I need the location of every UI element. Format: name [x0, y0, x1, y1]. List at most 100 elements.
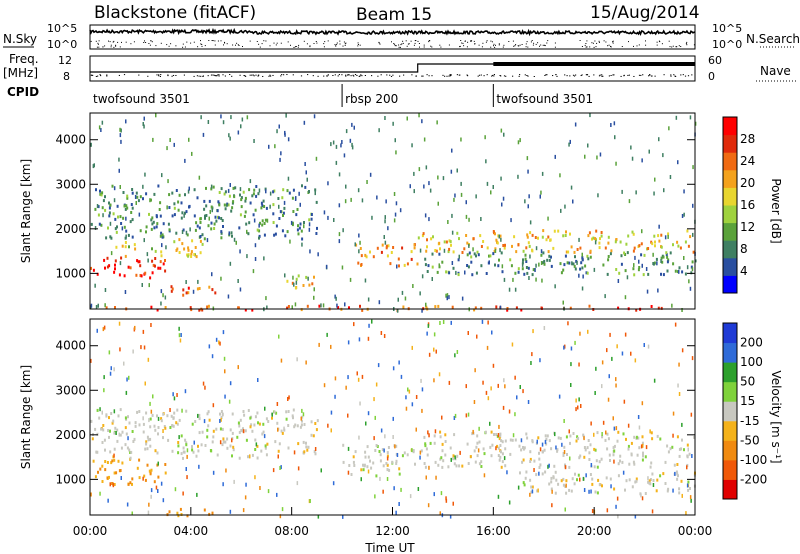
- echo-cell: [156, 308, 159, 312]
- echo-cell: [201, 430, 204, 434]
- echo-cell: [491, 330, 493, 335]
- echo-cell: [563, 445, 566, 449]
- echo-cell: [664, 460, 667, 464]
- echo-cell: [502, 244, 505, 247]
- echo-cell: [255, 442, 258, 447]
- nave-point: [573, 75, 576, 77]
- echo-cell: [171, 449, 174, 453]
- nsearch-point: [554, 46, 556, 48]
- nsearch-point: [495, 44, 496, 46]
- nave-point: [118, 74, 120, 76]
- nave-point: [252, 74, 254, 76]
- echo-cell: [465, 384, 467, 389]
- echo-cell: [160, 301, 162, 306]
- echo-cell: [686, 229, 689, 233]
- echo-cell: [107, 226, 109, 230]
- echo-cell: [185, 291, 188, 295]
- nsearch-point: [439, 44, 441, 46]
- nsearch-point: [168, 45, 170, 47]
- echo-cell: [281, 507, 284, 512]
- echo-cell: [249, 416, 252, 420]
- echo-cell: [648, 479, 651, 483]
- nsearch-point: [211, 40, 213, 41]
- nsearch-point: [596, 42, 598, 44]
- echo-cell: [338, 232, 341, 237]
- echo-cell: [683, 256, 685, 260]
- echo-cell: [287, 305, 290, 308]
- echo-cell: [529, 460, 532, 463]
- echo-cell: [138, 410, 141, 413]
- echo-cell: [110, 366, 112, 371]
- colorbar-tick-label: -200: [740, 472, 767, 486]
- echo-cell: [437, 463, 440, 467]
- echo-cell: [134, 421, 137, 425]
- echo-cell: [508, 500, 511, 505]
- echo-cell: [198, 175, 201, 180]
- echo-cell: [305, 441, 307, 445]
- echo-cell: [297, 232, 300, 236]
- nsearch-point: [145, 42, 147, 43]
- echo-cell: [253, 139, 255, 143]
- nave-point: [546, 74, 548, 76]
- echo-cell: [90, 419, 93, 423]
- echo-cell: [563, 345, 565, 350]
- echo-cell: [579, 246, 582, 250]
- echo-cell: [469, 455, 472, 459]
- echo-cell: [135, 191, 138, 195]
- nave-point: [399, 75, 401, 77]
- echo-cell: [180, 216, 183, 220]
- echo-cell: [276, 492, 278, 497]
- echo-cell: [397, 257, 400, 261]
- echo-cell: [599, 152, 602, 157]
- echo-cell: [662, 255, 665, 259]
- echo-cell: [662, 273, 665, 277]
- echo-cell: [400, 487, 402, 492]
- nave-point: [682, 74, 684, 76]
- echo-cell: [256, 411, 259, 415]
- echo-cell: [532, 329, 534, 334]
- echo-cell: [499, 432, 502, 436]
- echo-cell: [522, 458, 525, 462]
- echo-cell: [238, 456, 241, 460]
- cpid-row: twofsound 3501 rbsp 200 twofsound 3501: [93, 84, 593, 107]
- echo-cell: [101, 410, 103, 415]
- echo-cell: [125, 216, 127, 221]
- echo-cell: [406, 262, 409, 266]
- echo-cell: [421, 234, 424, 238]
- echo-cell: [514, 271, 517, 275]
- nave-point: [160, 74, 162, 76]
- echo-cell: [177, 514, 180, 518]
- nave-point: [526, 74, 528, 76]
- nsearch-point: [95, 40, 97, 42]
- nsearch-point: [204, 45, 206, 47]
- echo-cell: [280, 151, 282, 156]
- echo-cell: [637, 268, 640, 272]
- echo-cell: [396, 453, 399, 457]
- echo-cell: [240, 124, 242, 129]
- echo-cell: [218, 340, 220, 345]
- echo-cell: [370, 466, 373, 470]
- echo-cell: [126, 206, 129, 210]
- echo-cell: [197, 444, 199, 448]
- echo-cell: [114, 259, 117, 263]
- echo-cell: [92, 164, 95, 169]
- echo-cell: [638, 266, 641, 269]
- echo-cell: [414, 462, 416, 466]
- echo-cell: [318, 342, 320, 347]
- echo-cell: [323, 210, 326, 215]
- echo-cell: [433, 492, 435, 497]
- echo-cell: [395, 150, 397, 155]
- echo-cell: [495, 446, 497, 451]
- echo-cell: [143, 345, 146, 350]
- echo-cell: [216, 453, 219, 457]
- echo-cell: [301, 419, 303, 423]
- nsearch-point: [508, 41, 510, 42]
- echo-cell: [617, 306, 620, 310]
- echo-cell: [583, 455, 586, 459]
- echo-cell: [104, 288, 107, 292]
- echo-cell: [645, 445, 648, 450]
- echo-cell: [590, 489, 592, 494]
- nave-point: [183, 74, 185, 76]
- nsearch-point: [636, 45, 638, 47]
- echo-cell: [353, 125, 355, 130]
